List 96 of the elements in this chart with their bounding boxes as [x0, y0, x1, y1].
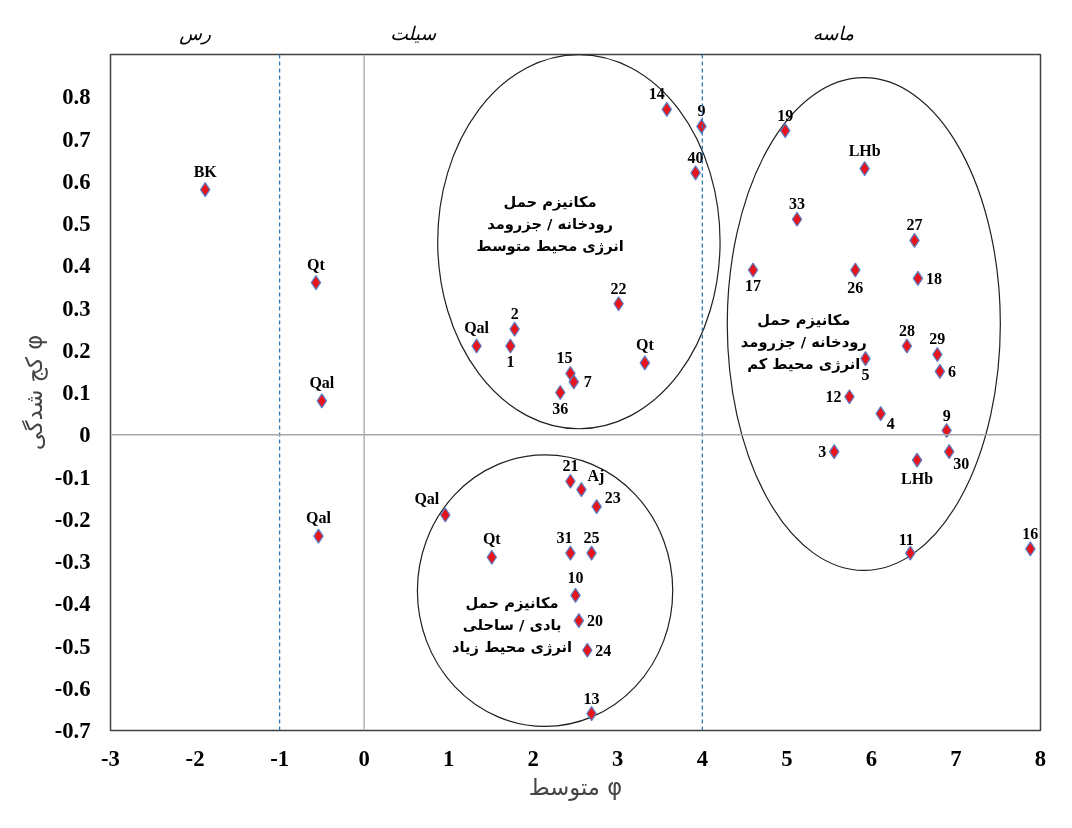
series-label: 18: [925, 269, 942, 287]
point: [901, 338, 913, 354]
y-tick-label: 0.4: [62, 253, 91, 279]
series-label: 9: [942, 406, 951, 424]
text: رس: [179, 22, 211, 45]
x-tick-label: 2: [527, 745, 539, 771]
x-tick-label: 8: [1034, 745, 1047, 771]
y-tick-label: 0.3: [62, 295, 91, 321]
x-tick-label: -3: [101, 745, 120, 771]
series-label: Qal: [464, 319, 490, 337]
point: [791, 211, 803, 227]
series-label: Qt: [635, 335, 655, 353]
series-label: 12: [825, 388, 842, 406]
series-label: 11: [898, 531, 914, 549]
x-tick-label: 1: [443, 745, 455, 771]
y-tick-label: -0.1: [54, 464, 91, 490]
point: [934, 363, 946, 379]
y-axis-title: کج شدگی φ: [20, 334, 48, 451]
point: [199, 182, 211, 198]
series-label: 30: [953, 454, 970, 472]
y-tick-label: 0.1: [62, 380, 91, 405]
point: [310, 275, 322, 291]
point: [943, 444, 955, 460]
y-tick-label: 0.8: [62, 84, 91, 110]
y-tick-label: -0.3: [54, 549, 91, 574]
series-label: 29: [929, 330, 946, 348]
series-label: Qal: [414, 490, 440, 508]
series-label: 10: [567, 569, 584, 587]
series-label: 21: [562, 457, 579, 475]
point: [747, 262, 759, 278]
x-tick-label: -1: [270, 745, 290, 771]
series-label: 6: [947, 362, 956, 380]
text: سیلت: [390, 22, 437, 44]
series-label: LHb: [901, 470, 934, 488]
series-label: Qal: [306, 509, 332, 527]
y-tick-label: -0.2: [54, 506, 91, 532]
series-label: 15: [556, 349, 573, 367]
series-label: 4: [886, 414, 895, 432]
y-tick-label: 0: [79, 422, 91, 448]
y-tick-label: 0.2: [62, 337, 91, 363]
point: [486, 549, 498, 565]
series-label: 28: [898, 322, 915, 340]
series-label: 3: [818, 443, 827, 461]
series-label: LHb: [848, 141, 881, 159]
series-label: 20: [586, 612, 603, 630]
point: [779, 122, 791, 139]
x-tick-label: 0: [358, 745, 370, 771]
x-tick-label: 5: [781, 745, 793, 771]
series-label: Qal: [309, 373, 335, 391]
y-tick-label: -0.5: [54, 633, 91, 659]
series-label: 17: [745, 276, 762, 294]
series-label: 33: [789, 195, 806, 213]
series-label: 31: [556, 529, 573, 547]
series-label: 24: [595, 641, 612, 659]
series-label: 14: [648, 85, 665, 103]
point: [828, 444, 840, 460]
series-label: 19: [777, 106, 794, 124]
series-label: 16: [1022, 524, 1039, 542]
series-label: BK: [193, 162, 218, 180]
series-label: 36: [552, 399, 569, 417]
point: [573, 613, 585, 629]
point: [912, 270, 924, 287]
series-label: 23: [604, 488, 621, 506]
series-label: 22: [610, 279, 627, 297]
series-label: 40: [687, 148, 704, 166]
series-label: 26: [847, 278, 864, 296]
text: ماسه: [812, 22, 855, 44]
series-label: Qt: [482, 530, 502, 548]
point: [911, 452, 923, 468]
y-tick-label: 0.5: [62, 211, 91, 236]
series-label: 1: [506, 353, 515, 371]
series-label: 13: [583, 689, 600, 707]
x-axis-title: متوسط φ: [528, 773, 623, 801]
y-tick-label: -0.6: [54, 675, 91, 701]
series-label: 27: [906, 216, 923, 234]
series-label: Aj: [587, 466, 605, 485]
series-label: 2: [510, 305, 519, 323]
point: [661, 101, 673, 118]
annotation: مکانیزم حمل بادی / ساحلی انرژی محیط زیاد: [452, 594, 573, 657]
y-tick-label: -0.7: [54, 718, 91, 743]
x-tick-label: -2: [185, 745, 205, 771]
series-label: 9: [697, 102, 706, 120]
x-tick-label: 6: [865, 745, 878, 771]
point: [568, 374, 580, 390]
x-tick-label: 4: [696, 745, 708, 771]
y-tick-label: -0.4: [54, 591, 91, 617]
series-label: Qt: [307, 255, 326, 273]
series-label: 7: [583, 373, 592, 391]
point: [639, 355, 651, 371]
series-label: 25: [583, 529, 600, 547]
y-tick-label: 0.6: [62, 168, 91, 194]
point: [316, 393, 328, 409]
annotation: مکانیزم حمل رودخانه / جزرومد انرژی محیط متوسط: [476, 192, 624, 256]
x-tick-label: 3: [612, 745, 624, 771]
y-tick-label: 0.7: [62, 126, 91, 152]
x-tick-label: 7: [950, 745, 962, 771]
